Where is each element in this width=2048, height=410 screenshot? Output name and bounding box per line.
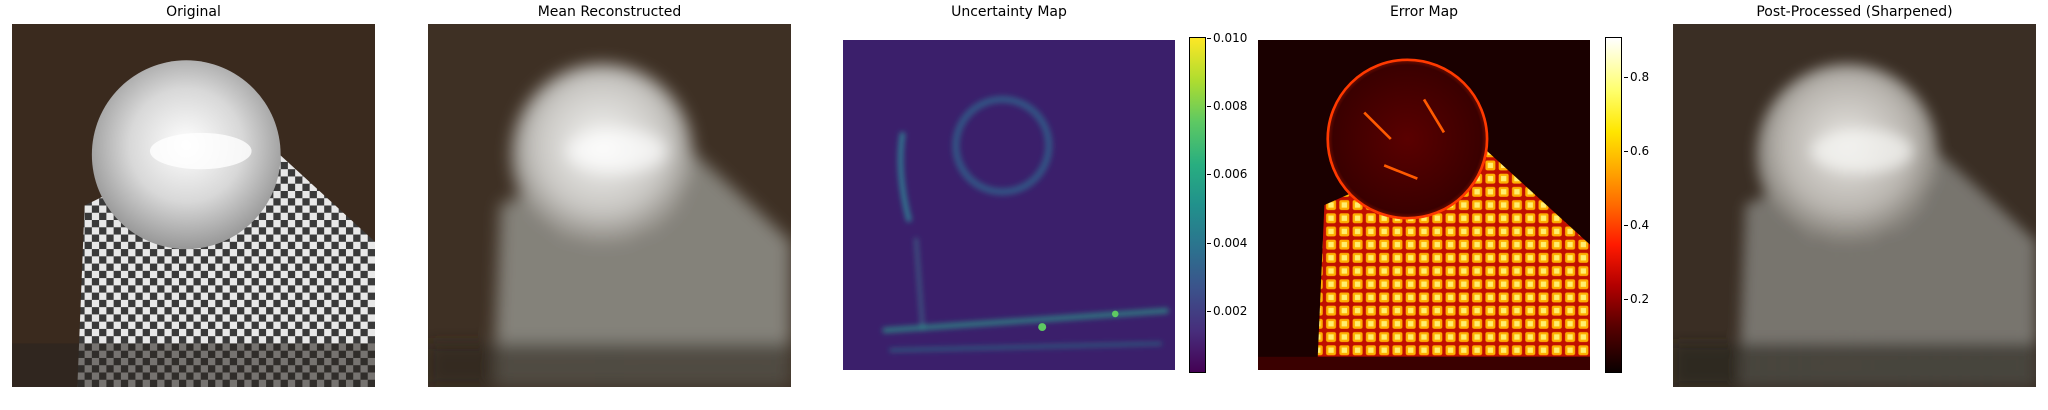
uncertainty-tick-label: 0.008: [1206, 99, 1248, 113]
panel-title-uncertainty-map: Uncertainty Map: [951, 4, 1067, 20]
panel-title-error-map: Error Map: [1389, 4, 1459, 20]
uncertainty-colorbar: [1189, 37, 1206, 373]
post-processed-image: [1673, 24, 2036, 387]
panel-title-original: Original: [166, 4, 221, 20]
original-image: [12, 24, 375, 387]
error-colorbar: [1605, 37, 1622, 373]
panel-title-post-processed: Post-Processed (Sharpened): [1756, 4, 1953, 20]
error-tick-label: 0.4: [1623, 218, 1650, 232]
uncertainty-tick-label: 0.010: [1206, 31, 1248, 45]
uncertainty-tick-label: 0.002: [1206, 304, 1248, 318]
error-map-image: [1258, 40, 1590, 370]
error-tick-label: 0.8: [1623, 70, 1650, 84]
uncertainty-map-image: [843, 40, 1175, 370]
uncertainty-tick-label: 0.004: [1206, 236, 1248, 250]
mean-reconstructed-image: [428, 24, 791, 387]
uncertainty-tick-label: 0.006: [1206, 167, 1248, 181]
error-tick-label: 0.6: [1623, 144, 1650, 158]
error-tick-label: 0.2: [1623, 292, 1650, 306]
panel-title-mean-reconstructed: Mean Reconstructed: [537, 4, 682, 20]
